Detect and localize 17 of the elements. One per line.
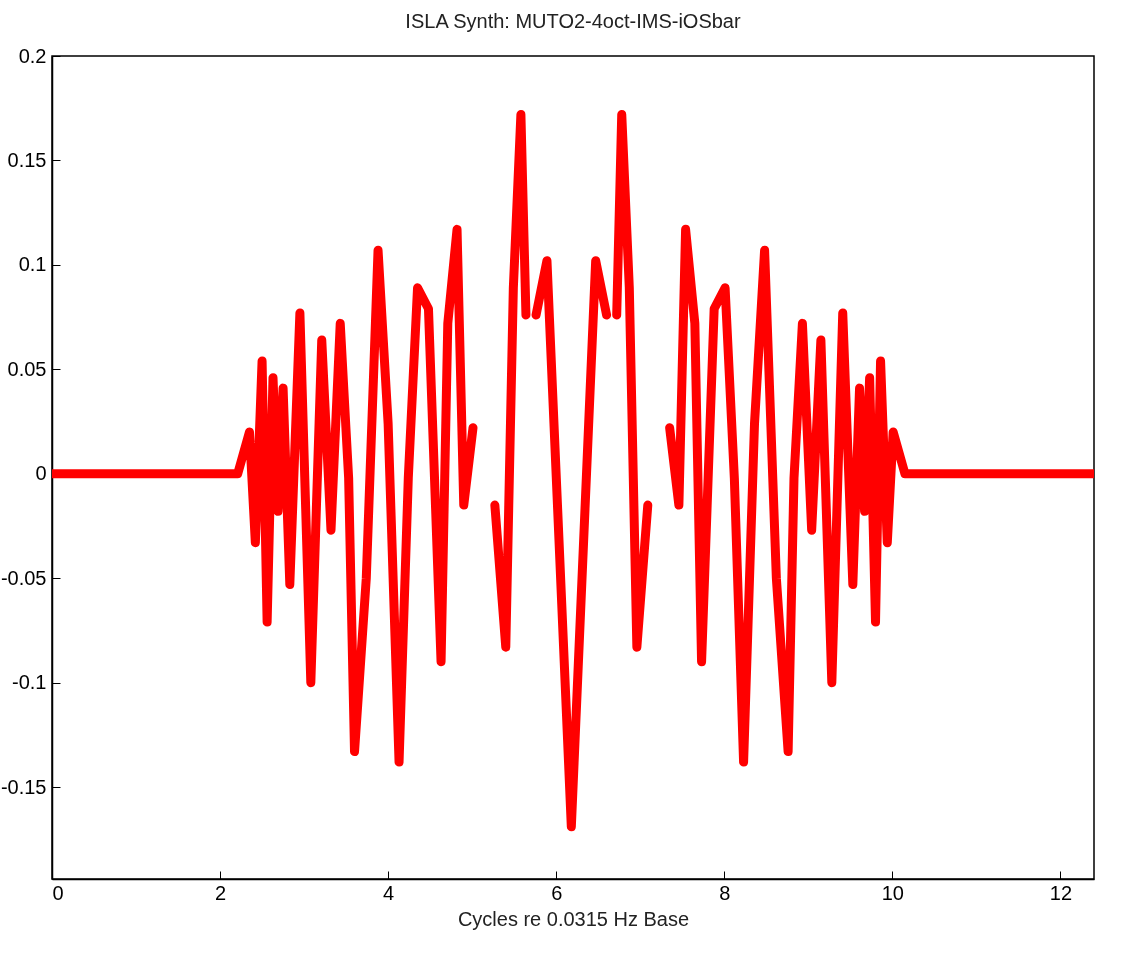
x-tick-label: 0 <box>52 881 64 904</box>
y-tick-label: 0 <box>35 462 47 485</box>
y-tick-label: -0.05 <box>0 566 47 589</box>
x-axis-title: Cycles re 0.0315 Hz Base <box>457 907 690 930</box>
y-tick-label: 0.1 <box>18 253 47 276</box>
x-tick-label: 4 <box>383 881 395 904</box>
x-tick-label: 2 <box>215 881 227 904</box>
x-tick-label: 8 <box>719 881 731 904</box>
x-tick-label: 10 <box>881 881 904 904</box>
y-tick-label: -0.1 <box>12 671 47 694</box>
y-tick-label: -0.15 <box>0 775 47 798</box>
y-tick-label: 0.05 <box>7 357 47 380</box>
x-tick-label: 6 <box>551 881 563 904</box>
y-tick-label: 0.2 <box>18 44 47 67</box>
y-tick-label: 0.15 <box>7 148 47 171</box>
x-tick-label: 12 <box>1049 881 1073 904</box>
chart-title: ISLA Synth: MUTO2-4oct-IMS-iOSbar <box>405 10 741 32</box>
